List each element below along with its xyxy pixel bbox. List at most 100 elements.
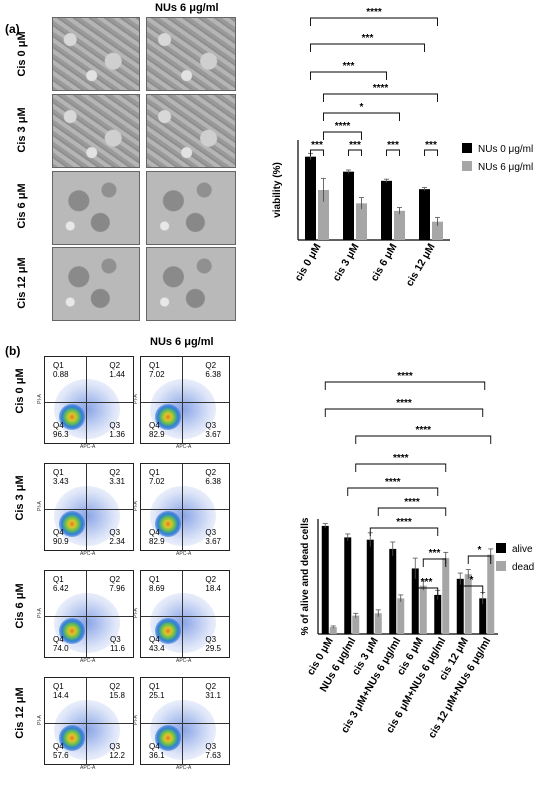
quadrant-value: 6.38: [205, 477, 221, 486]
quadrant-name: Q1: [149, 575, 160, 584]
quadrant-q3-label: Q3 2.34: [109, 528, 125, 546]
quadrant-name: Q2: [109, 575, 121, 584]
panel-b-row-label-0: Cis 0 μM: [14, 368, 26, 414]
flow-plot-1-1: Q1 7.02 Q2 6.38 Q4 82.9 Q3 3.67: [140, 463, 230, 551]
significance-bracket: [324, 408, 484, 417]
quadrant-value: 0.88: [53, 370, 69, 379]
significance-bracket: [310, 17, 438, 26]
quadrant-name: Q4: [149, 528, 160, 537]
flow-x-axis-label: APC-A: [176, 765, 192, 771]
significance-label: ****: [397, 371, 413, 382]
quadrant-name: Q4: [53, 635, 64, 644]
quadrant-name: Q2: [205, 682, 217, 691]
micrograph-cis3-control: [52, 94, 140, 168]
quadrant-name: Q3: [205, 528, 217, 537]
x-tick-label-3: cis 12 μM: [404, 241, 438, 288]
legend-label-0: NUs 0 μg/ml: [478, 144, 533, 155]
quadrant-q3-label: Q3 3.67: [205, 528, 221, 546]
micrograph-cis6-nus: [146, 171, 236, 245]
significance-bracket: [422, 558, 447, 567]
quadrant-name: Q1: [53, 682, 64, 691]
quadrant-q4-label: Q4 82.9: [149, 421, 165, 439]
flow-y-axis-label: PI-A: [132, 394, 139, 404]
quadrant-name: Q4: [53, 421, 64, 430]
significance-label: ****: [415, 425, 431, 436]
quadrant-q2-label: Q2 15.8: [109, 682, 125, 700]
bar-alive-2: [366, 539, 374, 634]
bar-alive-6: [456, 578, 464, 634]
panel-b-column-title: NUs 6 μg/ml: [150, 336, 214, 348]
quadrant-name: Q2: [205, 575, 217, 584]
quadrant-name: Q3: [109, 421, 121, 430]
significance-bracket: [386, 149, 400, 156]
flow-plot-0-0: Q1 0.88 Q2 1.44 Q4 96.3 Q3 1.36: [44, 356, 134, 444]
quadrant-q1-label: Q1 7.02: [149, 361, 165, 379]
x-tick-label-2: cis 6 μM: [368, 241, 399, 283]
quadrant-value: 6.42: [53, 584, 69, 593]
quadrant-value: 7.63: [205, 751, 221, 760]
bar-NUs-6-μg/ml-3: [432, 221, 443, 240]
legend-label-1: NUs 6 μg/ml: [478, 162, 533, 173]
quadrant-name: Q2: [109, 682, 121, 691]
significance-bracket: [377, 507, 447, 516]
panel-b-row-label-3: Cis 12 μM: [14, 687, 26, 739]
significance-bracket: [355, 435, 492, 444]
x-tick-label-0: cis 0 μM: [292, 241, 323, 283]
quadrant-q1-label: Q1 7.02: [149, 468, 165, 486]
quadrant-value: 7.96: [109, 584, 125, 593]
panel-b-row-label-2: Cis 6 μM: [14, 583, 26, 629]
bar-dead-7: [487, 554, 495, 634]
quadrant-name: Q1: [53, 361, 64, 370]
micrograph-cis3-nus: [146, 94, 236, 168]
bar-NUs-6-μg/ml-1: [356, 203, 367, 240]
quadrant-value: 12.2: [109, 751, 125, 760]
significance-bracket: [348, 149, 362, 156]
significance-label: ***: [362, 33, 374, 44]
micrograph-cis6-control: [52, 171, 140, 245]
quadrant-q1-label: Q1 3.43: [53, 468, 69, 486]
bar-alive-5: [434, 594, 442, 634]
quadrant-q1-label: Q1 6.42: [53, 575, 69, 593]
significance-label: ****: [385, 477, 401, 488]
bar-dead-0: [329, 627, 337, 634]
quadrant-q4-label: Q4 74.0: [53, 635, 69, 653]
quadrant-name: Q3: [205, 635, 217, 644]
quadrant-name: Q2: [205, 468, 217, 477]
quadrant-name: Q1: [149, 682, 160, 691]
significance-bracket: [459, 585, 484, 594]
quadrant-value: 7.02: [149, 370, 165, 379]
micrograph-cis0-nus: [146, 17, 236, 91]
quadrant-q3-label: Q3 11.6: [110, 635, 125, 653]
quadrant-q4-label: Q4 96.3: [53, 421, 69, 439]
quadrant-value: 14.4: [53, 691, 69, 700]
significance-label: ***: [311, 140, 323, 151]
significance-bracket: [355, 463, 447, 472]
bar-dead-2: [374, 613, 382, 634]
quadrant-q2-label: Q2 3.31: [109, 468, 125, 486]
significance-bracket: [369, 527, 439, 536]
flow-plot-0-1: Q1 7.02 Q2 6.38 Q4 82.9 Q3 3.67: [140, 356, 230, 444]
legend-swatch-1: [462, 161, 472, 171]
legend-swatch-0: [496, 543, 506, 553]
quadrant-q1-label: Q1 14.4: [53, 682, 69, 700]
significance-bracket: [310, 149, 324, 156]
flow-x-axis-label: APC-A: [80, 444, 96, 450]
significance-bracket: [414, 587, 439, 596]
quadrant-name: Q3: [205, 421, 217, 430]
legend-swatch-0: [462, 143, 472, 153]
quadrant-q2-label: Q2 6.38: [205, 361, 221, 379]
significance-bracket: [467, 555, 492, 564]
panel-b-label: (b): [5, 344, 21, 358]
quadrant-q4-label: Q4 82.9: [149, 528, 165, 546]
legend-label-0: alive: [512, 544, 533, 555]
quadrant-value: 6.38: [205, 370, 221, 379]
quadrant-value: 1.44: [109, 370, 125, 379]
quadrant-name: Q4: [149, 635, 160, 644]
significance-bracket: [424, 149, 438, 156]
micrograph-cis12-nus: [146, 247, 236, 321]
flow-plot-2-1: Q1 8.69 Q2 18.4 Q4 43.4 Q3 29.5: [140, 570, 230, 658]
significance-label: ***: [349, 140, 361, 151]
quadrant-value: 8.69: [149, 584, 165, 593]
flow-x-axis-label: APC-A: [80, 551, 96, 557]
